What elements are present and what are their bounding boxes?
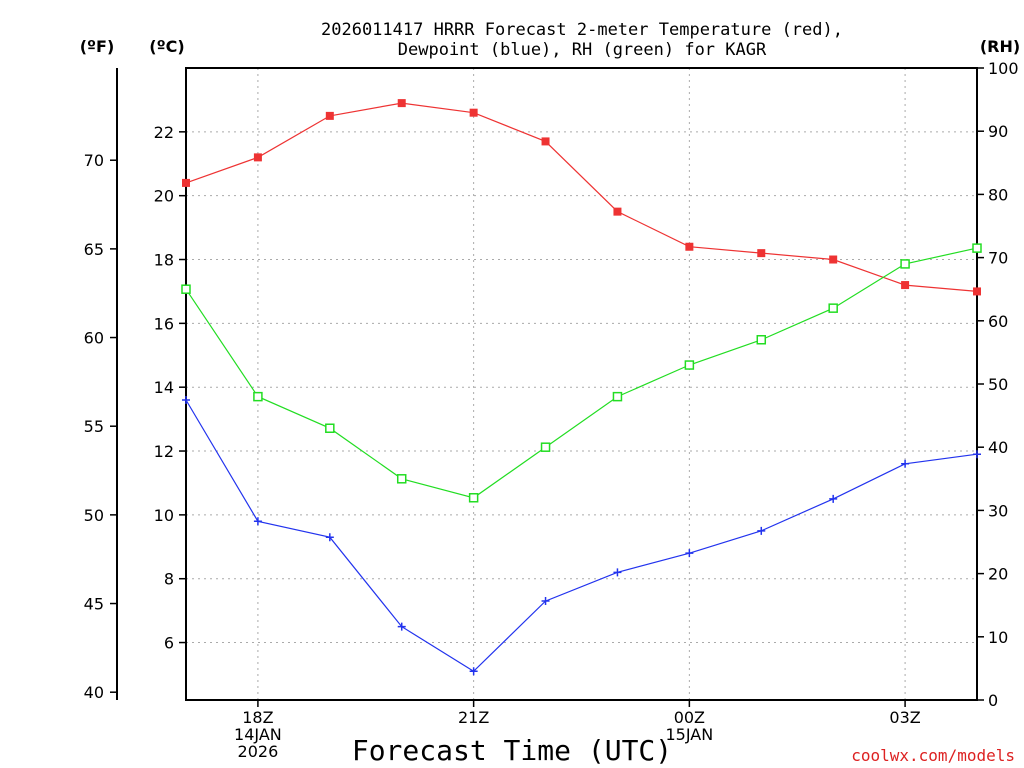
dewpoint-point (685, 549, 694, 558)
grid-lines (186, 68, 977, 700)
rh-tick-label: 10 (988, 628, 1008, 647)
rh-point (756, 335, 767, 345)
rh-point (325, 423, 335, 433)
x-tick-label: 21Z (458, 708, 489, 727)
celsius-axis-unit: (ºC) (149, 37, 184, 56)
2-meter-temperature-point (541, 137, 550, 146)
celsius-tick-label: 10 (154, 506, 174, 525)
dewpoint-point (829, 494, 838, 503)
celsius-tick-label: 8 (164, 570, 174, 589)
fahrenheit-axis-unit: (ºF) (80, 37, 115, 56)
x-tick-label: 03Z (889, 708, 920, 727)
rh-tick-label: 90 (988, 122, 1008, 141)
fahrenheit-tick-label: 70 (84, 151, 104, 170)
chart-axes (110, 67, 984, 707)
fahrenheit-tick-label: 40 (84, 683, 104, 702)
dewpoint-point (397, 622, 406, 631)
2-meter-temperature-point (829, 255, 838, 264)
celsius-tick-label: 6 (164, 634, 174, 653)
rh-tick-label: 20 (988, 565, 1008, 584)
2-meter-temperature-point (325, 111, 334, 120)
x-tick-label: 18Z (242, 708, 273, 727)
dewpoint-point (469, 667, 478, 676)
plot-frame (185, 67, 978, 701)
celsius-tick-label: 18 (154, 251, 174, 270)
2-meter-temperature-point (613, 207, 622, 216)
fahrenheit-tick-label: 55 (84, 417, 104, 436)
rh-tick-label: 100 (988, 59, 1019, 78)
rh-point (540, 442, 551, 452)
rh-tick-label: 80 (988, 185, 1008, 204)
rh-tick-label: 70 (988, 249, 1008, 268)
rh-point (396, 474, 407, 484)
rh-point (684, 360, 695, 370)
celsius-tick-label: 20 (154, 187, 174, 206)
x-tick-label: 14JAN (234, 725, 282, 744)
data-series (181, 99, 982, 676)
chart-title-line2: Dewpoint (blue), RH (green) for KAGR (398, 40, 767, 60)
credit-text: coolwx.com/models (851, 746, 1015, 765)
tick-labels: 6 8 10 12 14 16 18 20 22 40 45 50 55 60 65 70 0 10 20 30 40 5… (84, 59, 1019, 761)
rh-point (253, 391, 263, 402)
rh-line (185, 247, 978, 499)
fahrenheit-tick-label: 65 (84, 240, 104, 259)
celsius-tick-label: 14 (154, 378, 174, 397)
rh-point (468, 493, 479, 503)
dewpoint-point (325, 533, 334, 542)
rh-axis-unit: (RH) (980, 37, 1020, 56)
2-meter-temperature-point (685, 242, 694, 251)
rh-point (612, 391, 623, 402)
rh-point (900, 259, 910, 269)
celsius-tick-label: 12 (154, 442, 174, 461)
x-tick-label: 2026 (238, 742, 279, 761)
fahrenheit-tick-label: 45 (84, 595, 104, 614)
celsius-tick-label: 22 (154, 123, 174, 142)
dewpoint-point (757, 526, 766, 535)
dewpoint-point (182, 395, 190, 404)
2-meter-temperature-point (973, 287, 981, 296)
rh-tick-label: 30 (988, 501, 1008, 520)
fahrenheit-tick-label: 50 (84, 506, 104, 525)
dewpoint-point (901, 459, 910, 468)
2-meter-temperature-point (757, 249, 766, 258)
x-tick-label: 15JAN (666, 725, 714, 744)
dewpoint-point (973, 450, 981, 459)
2-meter-temperature-point (253, 153, 262, 162)
rh-tick-label: 50 (988, 375, 1008, 394)
2-meter-temperature-point (182, 178, 190, 187)
celsius-tick-label: 16 (154, 314, 174, 333)
dewpoint-point (253, 517, 262, 526)
2-meter-temperature-point (901, 281, 910, 290)
dewpoint-point (613, 568, 622, 577)
rh-tick-label: 40 (988, 438, 1008, 457)
rh-point (828, 303, 838, 313)
rh-tick-label: 60 (988, 312, 1008, 331)
chart-title-line1: 2026011417 HRRR Forecast 2-meter Tempera… (321, 20, 843, 40)
2-meter-temperature-point (469, 108, 478, 117)
x-tick-label: 00Z (674, 708, 705, 727)
rh-point (972, 243, 982, 253)
dewpoint-point (541, 597, 550, 606)
fahrenheit-tick-label: 60 (84, 329, 104, 348)
rh-tick-label: 0 (988, 691, 998, 710)
2-meter-temperature-line (185, 102, 978, 292)
rh-point (181, 284, 191, 294)
2-meter-temperature-point (397, 99, 406, 108)
dewpoint-line (185, 399, 978, 673)
x-axis-label: Forecast Time (UTC) (352, 734, 672, 767)
